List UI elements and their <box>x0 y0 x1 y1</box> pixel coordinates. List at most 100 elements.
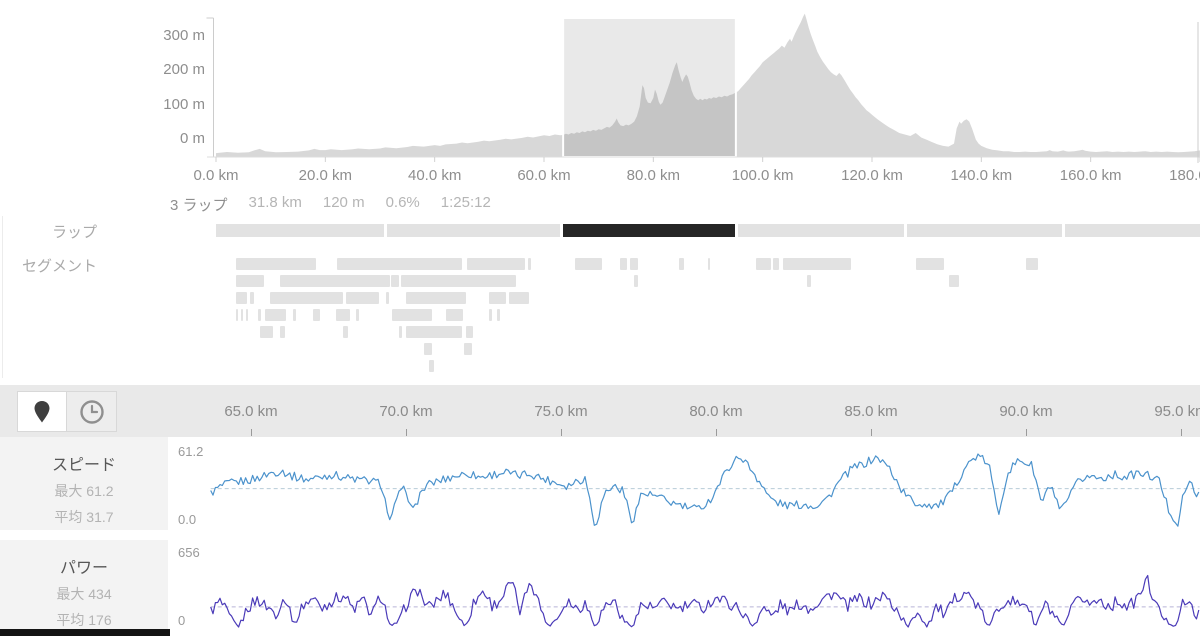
lap-bar[interactable] <box>738 224 905 237</box>
segment-effort-bar[interactable] <box>386 292 389 304</box>
segment-effort-bar[interactable] <box>634 275 638 287</box>
segment-effort-bar[interactable] <box>249 292 254 304</box>
power-y-max: 656 <box>178 545 200 560</box>
speed-chart[interactable] <box>168 437 1200 532</box>
segment-effort-bar[interactable] <box>392 309 432 321</box>
segment-effort-bar[interactable] <box>629 258 638 270</box>
segment-effort-bar[interactable] <box>679 258 684 270</box>
detail-axis-tick-label: 75.0 km <box>534 403 588 420</box>
segment-effort-bar[interactable] <box>258 309 261 321</box>
lap-bar[interactable] <box>906 224 1063 237</box>
detail-axis-tick-label: 95.0 km <box>1154 403 1200 420</box>
elevation-x-tick-label: 140.0 km <box>950 167 1013 184</box>
detail-axis-tick <box>716 429 717 436</box>
segment-effort-bar[interactable] <box>488 309 492 321</box>
segment-effort-bar[interactable] <box>241 309 244 321</box>
elevation-x-tick-label: 60.0 km <box>517 167 571 184</box>
segment-effort-bar[interactable] <box>446 309 464 321</box>
segment-effort-bar[interactable] <box>916 258 945 270</box>
segment-effort-bar[interactable] <box>265 309 286 321</box>
segment-effort-bar[interactable] <box>496 309 500 321</box>
segment-effort-bar[interactable] <box>465 326 473 338</box>
segment-effort-bar[interactable] <box>236 309 239 321</box>
segment-effort-bar[interactable] <box>270 292 344 304</box>
segment-effort-bar[interactable] <box>279 326 285 338</box>
segment-effort-bar[interactable] <box>246 309 249 321</box>
elevation-y-tick-label: 300 m <box>163 27 205 45</box>
segment-effort-bar[interactable] <box>406 292 467 304</box>
segment-effort-bar[interactable] <box>236 292 248 304</box>
speed-y-max: 61.2 <box>178 444 204 459</box>
power-panel: パワー 最大 434 平均 176 <box>0 540 168 636</box>
segment-effort-bar[interactable] <box>509 292 530 304</box>
left-edge-divider <box>2 216 3 378</box>
clock-icon <box>79 399 104 424</box>
segment-effort-bar[interactable] <box>259 326 273 338</box>
segment-effort-bar[interactable] <box>575 258 602 270</box>
segment-effort-bar[interactable] <box>949 275 959 287</box>
segment-effort-bar[interactable] <box>773 258 780 270</box>
power-series-line <box>210 574 1200 628</box>
detail-axis-tick <box>251 429 252 436</box>
laps-row-label: ラップ <box>51 224 97 241</box>
chart-mode-toggle <box>17 391 117 432</box>
detail-axis-tick-label: 65.0 km <box>224 403 278 420</box>
speed-y-min: 0.0 <box>178 512 197 527</box>
lap-count: 3 ラップ <box>170 197 228 214</box>
segment-effort-bar[interactable] <box>399 326 402 338</box>
lap-distance: 31.8 km <box>248 194 302 211</box>
detail-axis-tick-label: 80.0 km <box>689 403 743 420</box>
segment-effort-bar[interactable] <box>236 258 317 270</box>
distance-mode-button[interactable] <box>17 391 67 432</box>
segment-effort-bar[interactable] <box>756 258 771 270</box>
segment-effort-bar[interactable] <box>293 309 296 321</box>
lap-grade: 0.6% <box>385 194 420 211</box>
segment-effort-bar[interactable] <box>312 309 320 321</box>
elevation-chart[interactable] <box>0 0 1200 200</box>
power-y-min: 0 <box>178 613 186 628</box>
segment-effort-bar[interactable] <box>466 258 525 270</box>
detail-axis-tick-label: 85.0 km <box>844 403 898 420</box>
lap-bar[interactable] <box>387 224 560 237</box>
detail-axis-tick <box>1026 429 1027 436</box>
segment-effort-bar[interactable] <box>336 258 462 270</box>
selected-lap-stats: 3 ラップ 31.8 km 120 m 0.6% 1:25:12 <box>170 194 491 215</box>
segment-effort-bar[interactable] <box>528 258 531 270</box>
segment-effort-bar[interactable] <box>806 275 811 287</box>
detail-axis-strip[interactable]: 65.0 km 70.0 km 75.0 km 80.0 km 85.0 km 90.0 … <box>0 385 1200 437</box>
segment-effort-bar[interactable] <box>400 275 516 287</box>
elevation-selection-region[interactable] <box>562 17 737 158</box>
detail-axis-tick-label: 70.0 km <box>379 403 433 420</box>
segment-effort-bar[interactable] <box>236 275 265 287</box>
segment-effort-bar[interactable] <box>782 258 851 270</box>
segment-effort-bar[interactable] <box>1026 258 1039 270</box>
segment-effort-bar[interactable] <box>336 309 351 321</box>
elevation-y-tick-label: 100 m <box>163 95 205 113</box>
speed-series-line <box>210 453 1200 527</box>
segment-effort-bar[interactable] <box>279 275 390 287</box>
segment-effort-bar[interactable] <box>464 343 473 355</box>
segment-effort-bar[interactable] <box>488 292 506 304</box>
segment-effort-bar[interactable] <box>342 326 348 338</box>
lap-bar-active[interactable] <box>563 224 735 237</box>
time-mode-button[interactable] <box>67 391 117 432</box>
segment-effort-bar[interactable] <box>346 292 379 304</box>
segment-effort-bar[interactable] <box>406 326 462 338</box>
next-panel-edge <box>0 629 170 636</box>
segment-effort-bar[interactable] <box>390 275 400 287</box>
lap-bar[interactable] <box>216 224 384 237</box>
elevation-x-tick-label: 80.0 km <box>626 167 681 184</box>
lap-bar[interactable] <box>1064 224 1200 237</box>
segment-effort-bar[interactable] <box>708 258 711 270</box>
elevation-x-tick-label: 40.0 km <box>407 167 462 184</box>
segment-effort-bar[interactable] <box>619 258 628 270</box>
detail-axis-tick <box>871 429 872 436</box>
speed-title: スピード <box>51 457 116 474</box>
segment-effort-bar[interactable] <box>423 343 432 355</box>
segment-effort-bar[interactable] <box>429 360 435 372</box>
segment-effort-bar[interactable] <box>355 309 359 321</box>
elevation-area <box>216 13 1200 157</box>
elevation-x-tick-label: 160.0 km <box>1059 167 1122 184</box>
power-chart[interactable] <box>168 540 1200 636</box>
power-avg: 平均 176 <box>56 612 112 628</box>
